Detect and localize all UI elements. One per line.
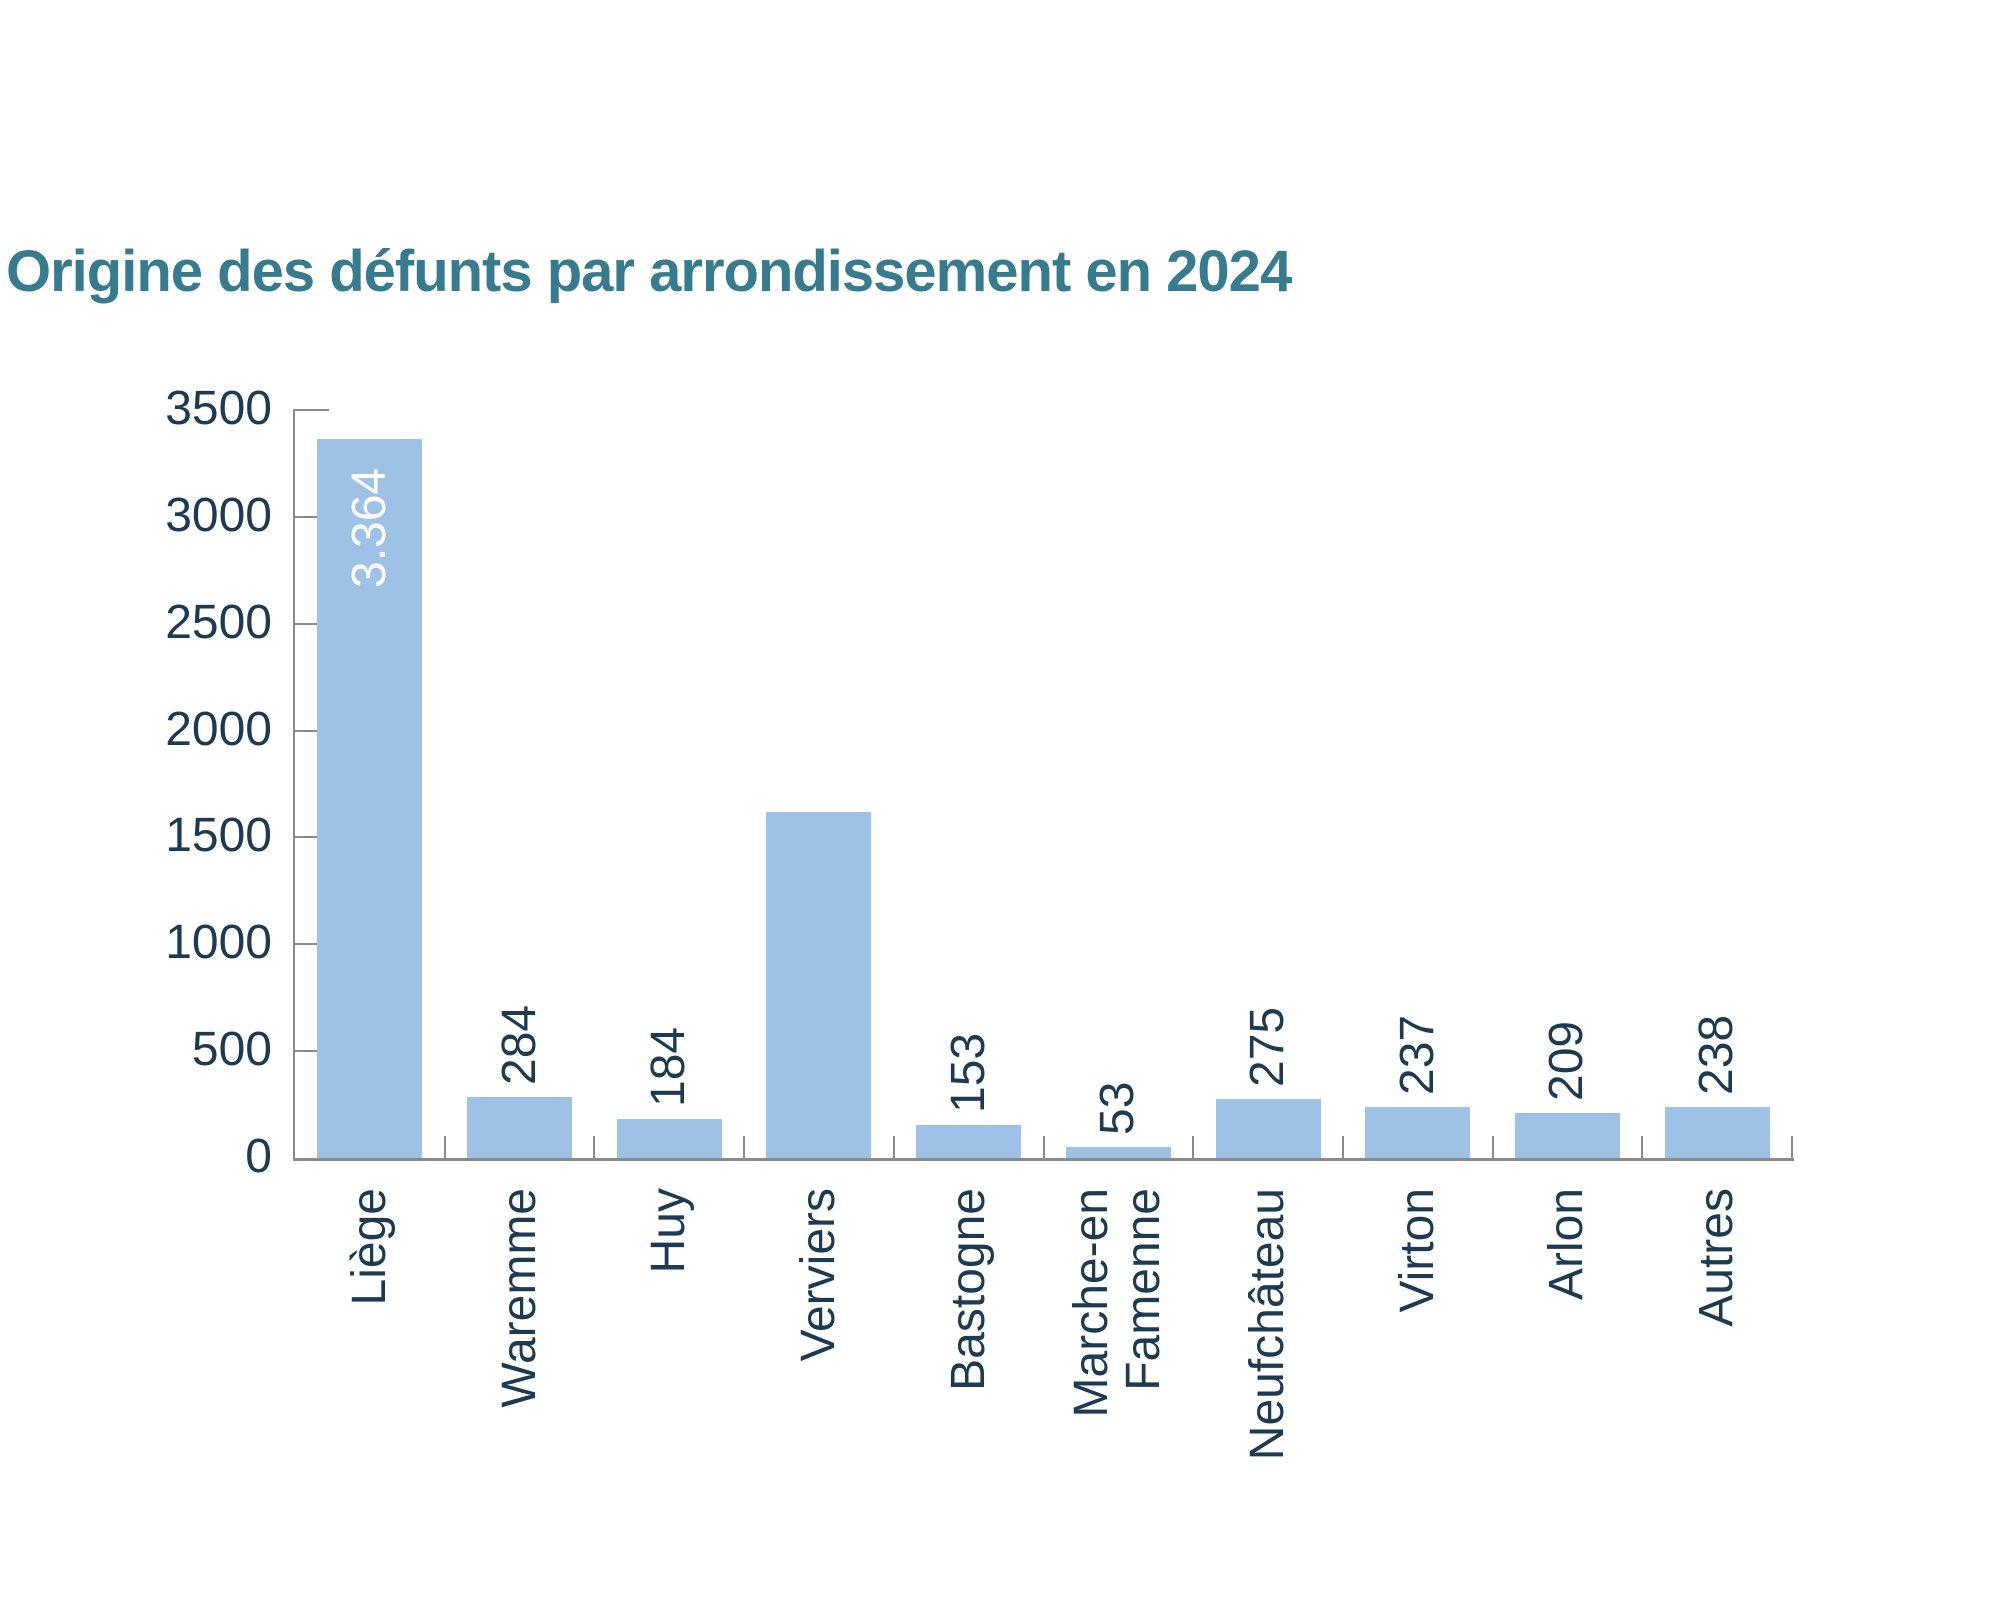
- x-axis-tick: [1042, 1136, 1045, 1158]
- value-label-huy: 184: [642, 1026, 696, 1107]
- category-label-arlon: Arlon: [1540, 1188, 1594, 1301]
- bar-autres: [1664, 1107, 1770, 1158]
- y-axis-tick-label: 3000: [165, 488, 272, 542]
- x-axis-tick: [593, 1136, 596, 1158]
- y-axis-tick: [293, 836, 329, 839]
- y-axis-tick: [293, 943, 329, 946]
- x-axis-tick: [892, 1136, 895, 1158]
- chart-page: Origine des défunts par arrondissement e…: [6, 239, 1794, 1460]
- bar-marche-en-famenne: [1065, 1146, 1171, 1158]
- y-axis-tick-label: 500: [191, 1023, 272, 1077]
- category-label-neufch-teau: Neufchâteau: [1241, 1188, 1295, 1461]
- value-label-marche-en-famenne: 53: [1091, 1081, 1145, 1135]
- category-label-huy: Huy: [642, 1188, 696, 1274]
- bar-bastogne: [916, 1125, 1022, 1158]
- value-label-autres: 238: [1690, 1015, 1744, 1096]
- value-label-waremme: 284: [492, 1005, 546, 1086]
- y-axis-tick-label: 1000: [165, 916, 272, 970]
- bar-verviers: [766, 811, 872, 1158]
- category-label-verviers: Verviers: [791, 1188, 845, 1362]
- category-label-marche-en-famenne: Marche-en Famenne: [1065, 1188, 1171, 1418]
- bar-huy: [616, 1118, 722, 1158]
- y-axis-tick-label: 2000: [165, 702, 272, 756]
- value-label-arlon: 209: [1540, 1021, 1594, 1102]
- x-axis-tick: [1491, 1136, 1494, 1158]
- bar-arlon: [1514, 1113, 1620, 1158]
- x-axis-tick: [1192, 1136, 1195, 1158]
- y-axis-tick-label: 3500: [165, 382, 272, 435]
- y-axis-tick-label: 2500: [165, 595, 272, 649]
- value-label-li-ge: 3.364: [342, 467, 396, 589]
- y-axis-tick: [293, 729, 329, 732]
- value-label-bastogne: 153: [941, 1033, 995, 1114]
- y-axis-line: [293, 410, 295, 1158]
- bar-waremme: [467, 1097, 573, 1158]
- category-label-virton: Virton: [1390, 1188, 1444, 1313]
- x-axis-tick: [443, 1136, 446, 1158]
- value-label-virton: 237: [1390, 1015, 1444, 1096]
- y-axis-tick: [293, 622, 329, 625]
- x-axis-tick: [743, 1136, 746, 1158]
- value-label-neufch-teau: 275: [1241, 1007, 1295, 1088]
- x-axis-tick: [1641, 1136, 1644, 1158]
- y-axis-tick: [293, 515, 329, 518]
- y-axis-tick: [293, 1050, 329, 1053]
- x-axis-tick: [1791, 1136, 1793, 1158]
- category-label-li-ge: Liège: [342, 1188, 396, 1306]
- category-label-autres: Autres: [1690, 1188, 1744, 1327]
- category-label-bastogne: Bastogne: [941, 1188, 995, 1391]
- y-axis-tick-label: 0: [245, 1130, 272, 1183]
- bar-chart: 0 500 1000 1500 2000 2500 3000 3500 3.364 Liège 28…: [165, 382, 1794, 1460]
- x-axis-line: [293, 1158, 1794, 1161]
- category-label-waremme: Waremme: [492, 1188, 546, 1408]
- bar-li-ge: [317, 439, 423, 1158]
- y-axis-tick-label: 1500: [165, 809, 272, 863]
- chart-title: Origine des défunts par arrondissement e…: [6, 239, 1292, 304]
- y-axis-tick: [293, 409, 329, 411]
- x-axis-tick: [1341, 1136, 1344, 1158]
- bar-virton: [1365, 1107, 1471, 1158]
- bar-neufch-teau: [1215, 1099, 1321, 1158]
